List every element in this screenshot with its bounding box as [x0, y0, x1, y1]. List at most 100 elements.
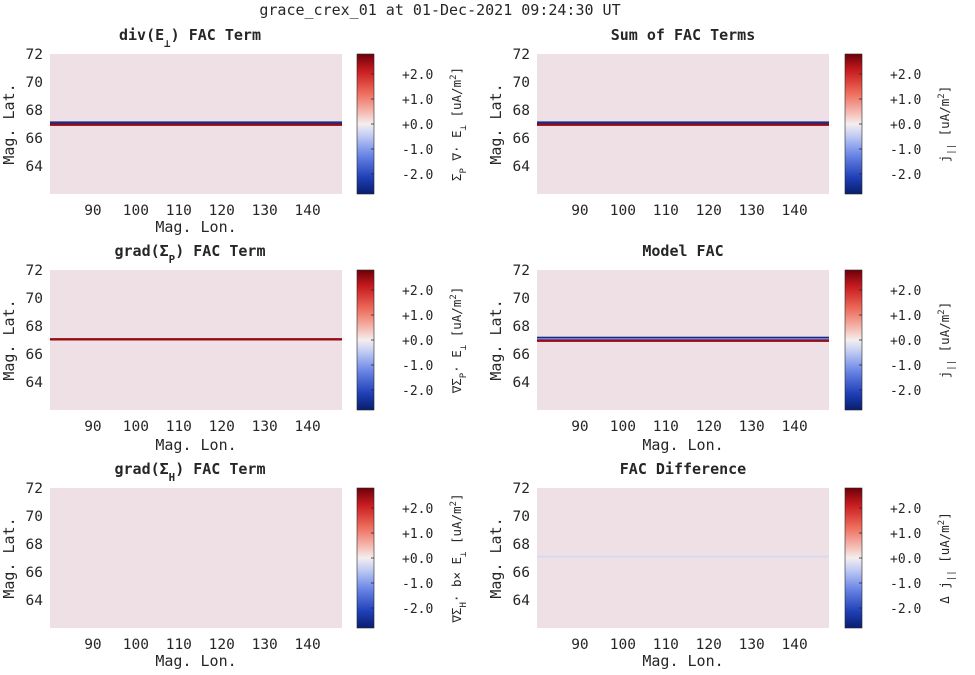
- colorbar-label: j|| [uA/m2]: [937, 302, 957, 378]
- colorbar-tick-label: +0.0: [402, 552, 433, 567]
- x-tick-label: 130: [252, 419, 278, 435]
- x-tick-label: 120: [209, 419, 235, 435]
- x-tick-label: 90: [571, 203, 588, 219]
- x-tick-label: 140: [295, 637, 321, 653]
- x-tick-label: 110: [166, 419, 192, 435]
- y-tick-label: 72: [26, 481, 43, 497]
- heatmap-background: [50, 488, 342, 628]
- y-tick-label: 66: [513, 131, 530, 147]
- x-tick-label: 130: [252, 203, 278, 219]
- x-tick-label: 110: [166, 637, 192, 653]
- chart-panel: grad(ΣP) FAC Term 90 100 110 120 130 140 64 66 68…: [0, 242, 469, 454]
- x-axis-label: Mag. Lon.: [155, 652, 236, 670]
- chart-panel: Sum of FAC Terms 90 100 110 120 130 140 64 66 68 7…: [487, 26, 957, 219]
- y-tick-label: 64: [26, 159, 44, 175]
- x-tick-label: 140: [782, 419, 808, 435]
- x-axis-label: Mag. Lon.: [155, 218, 236, 236]
- x-tick-label: 110: [653, 419, 679, 435]
- y-tick-label: 72: [26, 263, 43, 279]
- colorbar-tick-label: -1.0: [890, 359, 921, 374]
- chart-panel: grad(ΣH) FAC Term 90 100 110 120 130 140 64 66 68…: [0, 460, 469, 670]
- x-tick-label: 120: [696, 637, 722, 653]
- colorbar-tick-label: +0.0: [402, 118, 433, 133]
- colorbar-label: j|| [uA/m2]: [937, 86, 957, 162]
- colorbar-tick-label: -1.0: [402, 577, 433, 592]
- x-tick-label: 100: [610, 203, 636, 219]
- fac-band: [50, 123, 342, 126]
- panel-title: grad(ΣH) FAC Term: [114, 460, 265, 484]
- colorbar-tick-label: +1.0: [890, 93, 921, 108]
- x-tick-label: 100: [610, 419, 636, 435]
- x-axis-label: Mag. Lon.: [155, 436, 236, 454]
- colorbar-tick-label: -2.0: [890, 602, 921, 617]
- y-tick-label: 66: [513, 347, 530, 363]
- fac-band: [50, 338, 342, 341]
- fac-band: [537, 338, 829, 341]
- x-tick-label: 140: [295, 419, 321, 435]
- y-tick-label: 70: [513, 291, 530, 307]
- colorbar-tick-label: +2.0: [402, 502, 433, 517]
- y-tick-label: 68: [513, 103, 530, 119]
- x-tick-label: 140: [782, 203, 808, 219]
- colorbar-tick-label: +2.0: [402, 284, 433, 299]
- x-tick-label: 120: [696, 203, 722, 219]
- y-tick-label: 70: [513, 509, 530, 525]
- y-tick-label: 72: [513, 263, 530, 279]
- x-tick-label: 130: [739, 203, 765, 219]
- colorbar-tick-label: +2.0: [890, 68, 921, 83]
- colorbar-tick-label: +1.0: [890, 309, 921, 324]
- y-tick-label: 70: [513, 75, 530, 91]
- x-tick-label: 100: [610, 637, 636, 653]
- colorbar-tick-label: -2.0: [402, 168, 433, 183]
- y-tick-label: 64: [26, 375, 44, 391]
- x-tick-label: 110: [653, 637, 679, 653]
- y-tick-label: 68: [26, 319, 43, 335]
- colorbar-label: ∇ΣP· E⊥ [uA/m2]: [449, 287, 469, 395]
- colorbar-tick-label: -2.0: [890, 384, 921, 399]
- panel-title: Model FAC: [642, 242, 723, 260]
- colorbar-tick-label: -2.0: [402, 384, 433, 399]
- y-tick-label: 70: [26, 509, 43, 525]
- x-tick-label: 140: [295, 203, 321, 219]
- y-tick-label: 70: [26, 75, 43, 91]
- y-tick-label: 72: [26, 47, 43, 63]
- x-tick-label: 90: [571, 637, 588, 653]
- chart-panel: Model FAC 90 100 110 120 130 140 64 66 68 70 72 Mag.…: [487, 242, 957, 454]
- x-tick-label: 100: [123, 637, 149, 653]
- colorbar-tick-label: +1.0: [402, 93, 433, 108]
- y-axis-label: Mag. Lat.: [487, 83, 505, 164]
- y-axis-label: Mag. Lat.: [0, 517, 18, 598]
- y-tick-label: 70: [26, 291, 43, 307]
- y-tick-label: 66: [26, 347, 43, 363]
- colorbar-tick-label: -2.0: [402, 602, 433, 617]
- y-tick-label: 68: [26, 537, 43, 553]
- fac-band: [537, 121, 829, 124]
- colorbar-label: Δ j|| [uA/m2]: [937, 512, 957, 604]
- colorbar-tick-label: -1.0: [402, 359, 433, 374]
- panel-title: grad(ΣP) FAC Term: [114, 242, 265, 266]
- colorbar-tick-label: +2.0: [890, 284, 921, 299]
- fac-band: [537, 555, 829, 558]
- colorbar-tick-label: -2.0: [890, 168, 921, 183]
- x-tick-label: 120: [696, 419, 722, 435]
- x-tick-label: 130: [252, 637, 278, 653]
- y-tick-label: 66: [26, 131, 43, 147]
- colorbar-label: ΣP ∇· E⊥ [uA/m2]: [449, 67, 469, 181]
- colorbar-tick-label: +0.0: [890, 552, 921, 567]
- y-tick-label: 64: [513, 159, 531, 175]
- y-axis-label: Mag. Lat.: [487, 299, 505, 380]
- y-tick-label: 64: [513, 375, 531, 391]
- x-tick-label: 140: [782, 637, 808, 653]
- y-axis-label: Mag. Lat.: [487, 517, 505, 598]
- chart-panel: div(E⊥) FAC Term 90 100 110 120 130 140 64 66 68 7…: [0, 26, 469, 236]
- chart-panel: FAC Difference 90 100 110 120 130 140 64 66 68 70 7…: [487, 460, 957, 670]
- x-tick-label: 110: [653, 203, 679, 219]
- colorbar-tick-label: +1.0: [402, 309, 433, 324]
- y-tick-label: 72: [513, 481, 530, 497]
- y-tick-label: 66: [513, 565, 530, 581]
- x-tick-label: 90: [84, 419, 101, 435]
- colorbar-tick-label: +0.0: [402, 334, 433, 349]
- x-tick-label: 100: [123, 203, 149, 219]
- colorbar-tick-label: +0.0: [890, 118, 921, 133]
